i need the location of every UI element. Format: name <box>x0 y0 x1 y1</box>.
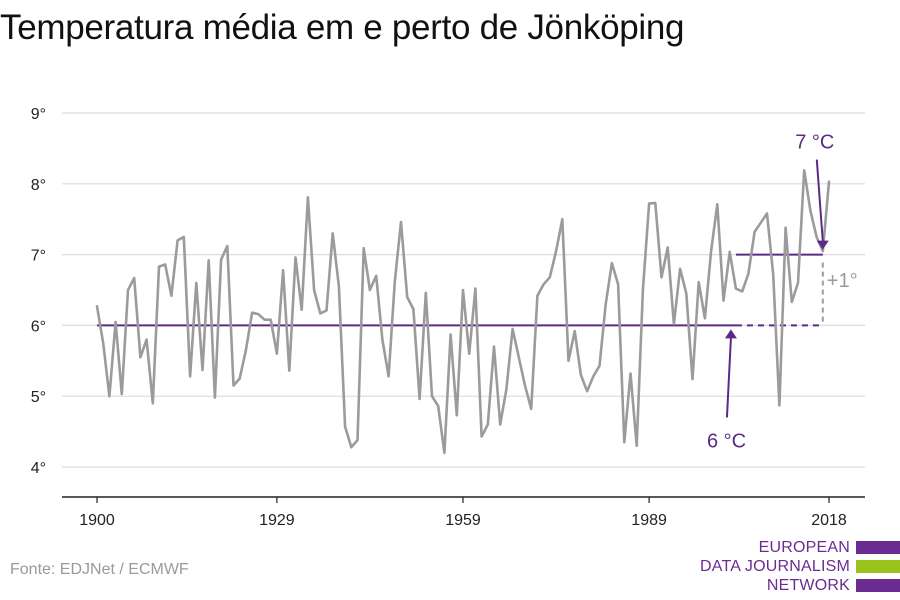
arrow-7-head <box>816 240 829 250</box>
y-tick-label: 5° <box>31 389 46 406</box>
annotation-6c: 6 °C <box>707 430 746 452</box>
arrow-7-shaft <box>815 159 824 242</box>
x-axis: 1900 1929 1959 1989 2018 <box>62 496 865 529</box>
annotations: 6 °C 7 °C +1° <box>707 132 858 453</box>
arrow-6-shaft <box>725 337 732 418</box>
source-note: Fonte: EDJNet / ECMWF <box>10 561 189 578</box>
edjnet-logo: EUROPEAN DATA JOURNALISM NETWORK <box>700 538 900 596</box>
annotation-7c: 7 °C <box>795 132 834 154</box>
temperature-series-line <box>95 169 831 455</box>
logo-bar-purple-bottom <box>856 579 900 592</box>
y-tick-label: 8° <box>31 177 46 194</box>
y-axis: 4° 5° 6° 7° 8° 9° <box>31 106 46 477</box>
annotation-plus-one: +1° <box>827 270 858 292</box>
chart-title: Temperatura média em e perto de Jönköpin… <box>0 8 685 47</box>
y-tick-label: 9° <box>31 106 46 123</box>
x-tick-label: 1989 <box>631 512 667 529</box>
arrow-6-head <box>724 329 737 339</box>
logo-line-1: EUROPEAN <box>758 539 850 556</box>
series-group <box>95 169 831 455</box>
x-tick-label: 2018 <box>811 512 847 529</box>
logo-line-2: DATA JOURNALISM <box>700 558 850 575</box>
x-tick-label: 1929 <box>259 512 295 529</box>
logo-bar-green <box>856 560 900 573</box>
y-tick-label: 6° <box>31 318 46 335</box>
y-tick-label: 7° <box>31 248 46 265</box>
x-tick-label: 1900 <box>79 512 115 529</box>
y-tick-label: 4° <box>31 460 46 477</box>
logo-line-3: NETWORK <box>766 577 850 594</box>
x-tick-label: 1959 <box>445 512 481 529</box>
logo-bar-purple-top <box>856 541 900 554</box>
